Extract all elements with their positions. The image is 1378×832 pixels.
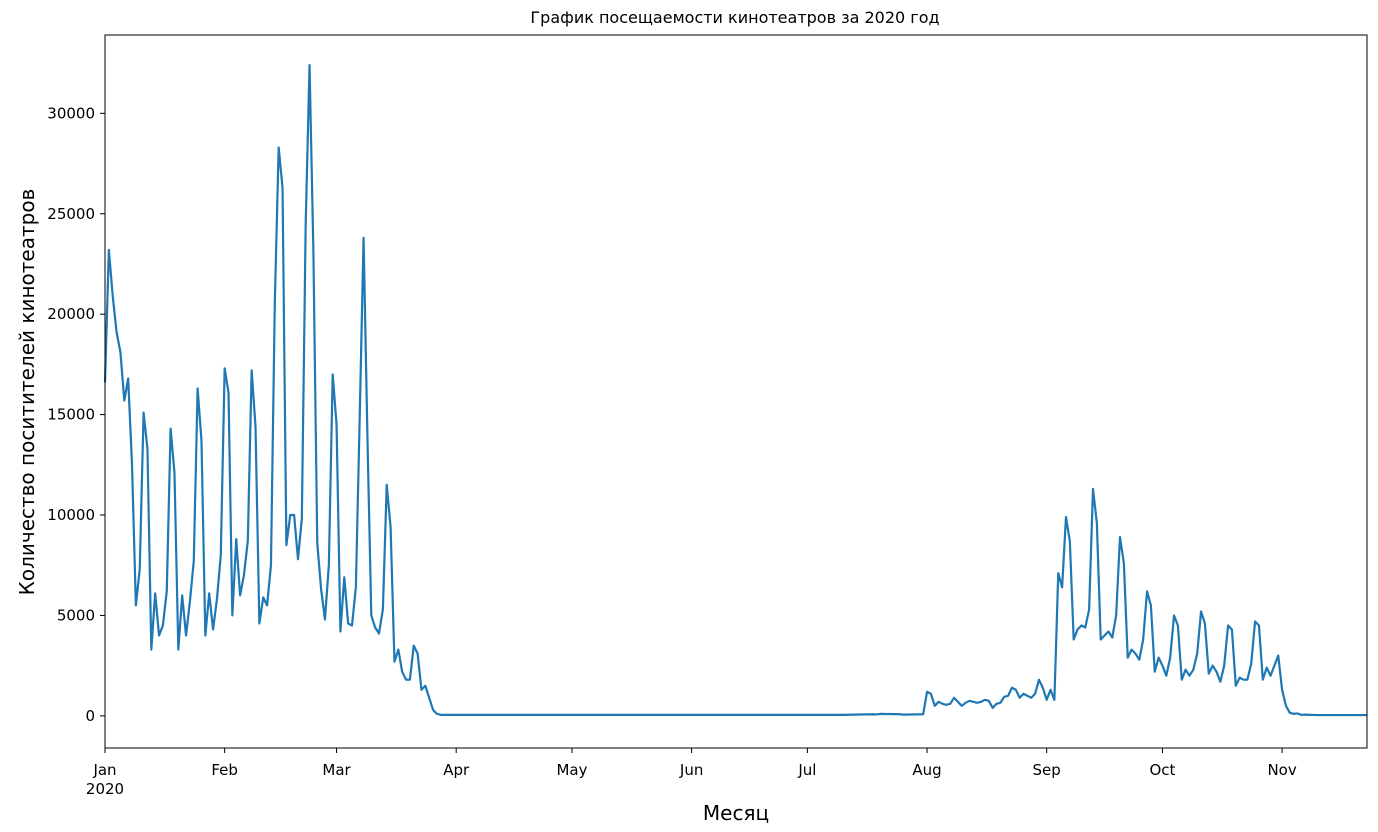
- axes-frame: [104, 34, 1368, 749]
- plot-area: [103, 64, 1367, 717]
- y-tick-label: 25000: [47, 205, 95, 223]
- y-tick-label: 20000: [47, 305, 95, 323]
- series-line-0: [103, 64, 1367, 717]
- x-tick-label: Nov: [1267, 761, 1296, 779]
- y-tick-label: 5000: [57, 606, 95, 624]
- x-tick-label: May: [556, 761, 587, 779]
- x-tick-sublabel: 2020: [86, 780, 124, 798]
- y-tick-label: 0: [85, 707, 95, 725]
- y-tick-label: 15000: [47, 406, 95, 424]
- x-tick-label: Feb: [211, 761, 238, 779]
- y-tick-label: 30000: [47, 104, 95, 122]
- x-tick-label: Jul: [797, 761, 816, 779]
- y-tick-label: 10000: [47, 506, 95, 524]
- x-tick-label: Aug: [912, 761, 941, 779]
- x-axis-label: Месяц: [703, 801, 769, 825]
- y-axis: 0 5000 10000 15000 20000 25000 30000: [47, 104, 105, 725]
- x-tick-label: Apr: [443, 761, 470, 779]
- chart-title: График посещаемости кинотеатров за 2020 …: [530, 8, 939, 27]
- x-tick-label: Mar: [322, 761, 351, 779]
- x-tick-label: Jan: [92, 761, 116, 779]
- x-tick-label: Oct: [1149, 761, 1175, 779]
- x-tick-label: Sep: [1033, 761, 1061, 779]
- x-tick-label: Jun: [679, 761, 703, 779]
- y-axis-label: Количество поситителей кинотеатров: [15, 189, 39, 596]
